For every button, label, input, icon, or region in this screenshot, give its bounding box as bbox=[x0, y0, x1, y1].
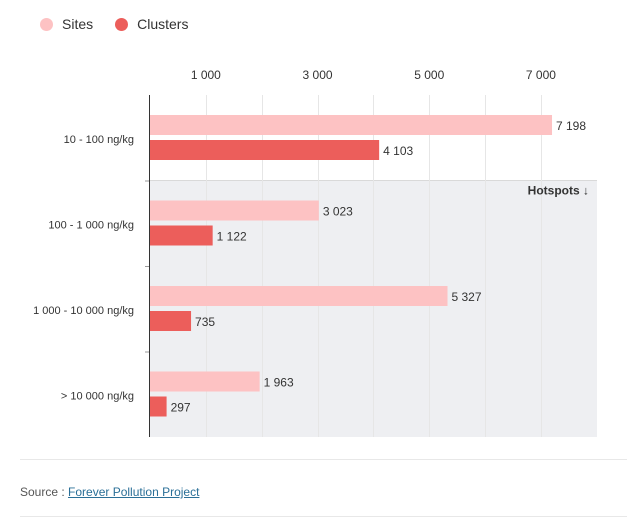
data-label-sites: 5 327 bbox=[452, 290, 482, 304]
data-label-clusters: 4 103 bbox=[383, 144, 413, 158]
source-link[interactable]: Forever Pollution Project bbox=[68, 485, 200, 499]
x-tick-label: 1 000 bbox=[191, 68, 221, 82]
bar-clusters bbox=[150, 140, 380, 160]
y-tick-label: > 10 000 ng/kg bbox=[61, 391, 134, 403]
legend-item-clusters[interactable]: Clusters bbox=[115, 16, 188, 32]
legend-item-sites[interactable]: Sites bbox=[40, 16, 93, 32]
hotspots-label: Hotspots ↓ bbox=[528, 184, 589, 198]
bar-clusters bbox=[150, 396, 167, 417]
data-label-clusters: 735 bbox=[195, 315, 215, 329]
top-divider bbox=[20, 459, 627, 460]
bar-clusters bbox=[150, 311, 192, 331]
data-label-clusters: 297 bbox=[171, 401, 191, 415]
x-tick-label: 7 000 bbox=[526, 68, 556, 82]
data-label-clusters: 1 122 bbox=[217, 230, 247, 244]
x-tick-label: 5 000 bbox=[414, 68, 444, 82]
data-label-sites: 7 198 bbox=[556, 119, 586, 133]
x-tick-label: 3 000 bbox=[303, 68, 333, 82]
data-label-sites: 1 963 bbox=[264, 376, 294, 390]
legend-swatch-sites bbox=[40, 17, 53, 31]
source-prefix: Source : bbox=[20, 485, 69, 499]
legend-label-sites: Sites bbox=[62, 16, 94, 32]
legend: Sites Clusters bbox=[40, 16, 210, 32]
y-tick-label: 100 - 1 000 ng/kg bbox=[48, 220, 134, 232]
bar-sites bbox=[150, 371, 260, 392]
bottom-divider bbox=[20, 516, 627, 517]
legend-swatch-clusters bbox=[115, 17, 129, 31]
y-tick-label: 1 000 - 10 000 ng/kg bbox=[33, 305, 134, 317]
bar-sites bbox=[150, 115, 553, 135]
y-tick-label: 10 - 100 ng/kg bbox=[64, 134, 134, 146]
bar-sites bbox=[150, 200, 319, 221]
bar-sites bbox=[150, 286, 448, 306]
legend-label-clusters: Clusters bbox=[137, 16, 189, 32]
data-label-sites: 3 023 bbox=[323, 205, 353, 219]
bar-clusters bbox=[150, 225, 213, 246]
source-line: Source : Forever Pollution Project bbox=[20, 485, 199, 499]
